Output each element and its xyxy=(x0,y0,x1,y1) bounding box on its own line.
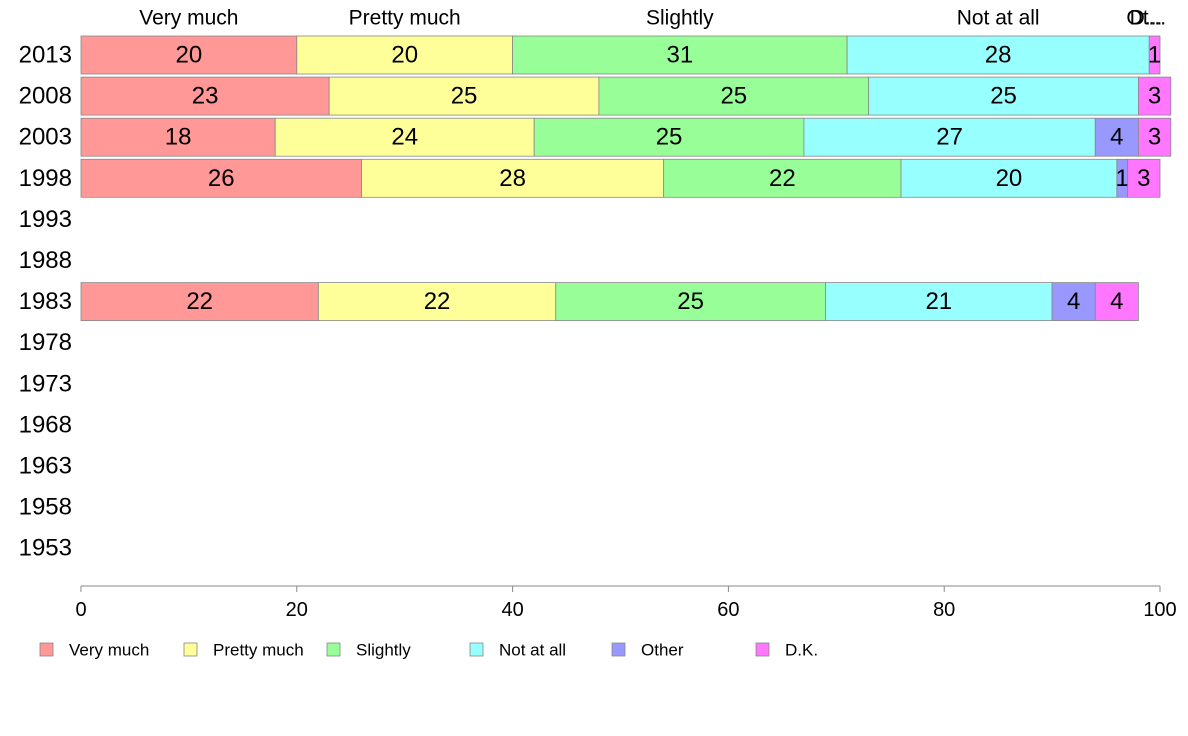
bar-2008-pretty-much xyxy=(328,76,600,116)
x-tick-label-80: 80 xyxy=(933,599,955,621)
year-label-1953: 1953 xyxy=(19,535,72,562)
top-category-labels: Very much Pretty much Slightly Not at all Ot… xyxy=(139,7,1166,30)
x-axis: 0 20 40 60 80 100 xyxy=(75,585,1177,621)
bar-label-2003-not-at-all: 27 xyxy=(936,124,963,151)
year-label-1973: 1973 xyxy=(19,370,72,397)
bar-1983-not-at-all xyxy=(825,282,1053,322)
bar-label-2003-pretty-much: 24 xyxy=(391,124,418,151)
bar-label-2008-not-at-all: 25 xyxy=(990,83,1017,110)
bar-label-2003-slightly: 25 xyxy=(656,124,683,151)
bar-label-1983-other: 4 xyxy=(1067,288,1080,315)
bar-label-2008-d-k: 3 xyxy=(1148,83,1161,110)
bar-1998-not-at-all xyxy=(900,158,1118,198)
year-label-1988: 1988 xyxy=(19,247,72,274)
bar-1983-d-k xyxy=(1094,282,1139,322)
legend-swatch-very-much xyxy=(39,642,54,657)
top-label-other: Ot... xyxy=(1126,7,1166,30)
legend: Very much Pretty much Slightly Not at all Ot… xyxy=(39,641,818,660)
top-label-d-k: D... xyxy=(1130,7,1163,30)
bar-1983-pretty-much xyxy=(317,282,557,322)
bar-label-2013-very-much: 20 xyxy=(176,42,203,69)
bar-label-2013-not-at-all: 28 xyxy=(985,42,1012,69)
legend-label-d-k: D.K. xyxy=(785,641,818,660)
year-label-2003: 2003 xyxy=(19,124,72,151)
x-tick-label-60: 60 xyxy=(717,599,739,621)
legend-label-pretty-much: Pretty much xyxy=(213,641,304,660)
legend-swatch-d-k xyxy=(755,642,770,657)
top-label-pretty-much: Pretty much xyxy=(349,7,461,30)
x-tick-label-40: 40 xyxy=(501,599,523,621)
legend-label-not-at-all: Not at all xyxy=(499,641,566,660)
bar-2013-not-at-all xyxy=(846,35,1150,75)
year-label-2008: 2008 xyxy=(19,83,72,110)
bar-label-1983-pretty-much: 22 xyxy=(424,288,451,315)
bar-2003-very-much xyxy=(80,117,276,157)
bar-label-1998-slightly: 22 xyxy=(769,165,796,192)
bar-2003-pretty-much xyxy=(274,117,535,157)
bar-2008-d-k xyxy=(1138,76,1172,116)
bar-label-2008-very-much: 23 xyxy=(192,83,219,110)
year-label-1998: 1998 xyxy=(19,165,72,192)
bar-label-2013-pretty-much: 20 xyxy=(391,42,418,69)
year-label-1968: 1968 xyxy=(19,411,72,438)
bar-2003-d-k xyxy=(1138,117,1172,157)
bar-label-1983-slightly: 25 xyxy=(677,288,704,315)
bar-label-1983-not-at-all: 21 xyxy=(925,288,952,315)
bar-label-2003-other: 4 xyxy=(1110,124,1123,151)
x-tick-label-20: 20 xyxy=(286,599,308,621)
bar-1998-d-k xyxy=(1127,158,1161,198)
bar-1983-slightly xyxy=(555,282,826,322)
bar-1998-slightly xyxy=(663,158,902,198)
bar-2008-not-at-all xyxy=(868,76,1139,116)
bars-layer: 20 20 31 28 123 25 25 25 318 24 25 27 4 326 28 22 20 1 322… xyxy=(80,35,1172,322)
legend-swatch-slightly xyxy=(326,642,341,657)
legend-label-very-much: Very much xyxy=(69,641,149,660)
bar-label-2013-d-k: 1 xyxy=(1148,42,1161,69)
year-label-2013: 2013 xyxy=(19,42,72,69)
legend-swatch-not-at-all xyxy=(469,642,484,657)
year-label-1963: 1963 xyxy=(19,453,72,480)
bar-label-2008-pretty-much: 25 xyxy=(451,83,478,110)
x-tick-label-0: 0 xyxy=(75,599,86,621)
bar-label-1998-very-much: 26 xyxy=(208,165,235,192)
x-tick-label-100: 100 xyxy=(1143,599,1176,621)
bar-label-1998-not-at-all: 20 xyxy=(996,165,1023,192)
bar-2008-slightly xyxy=(598,76,870,116)
bar-label-1998-d-k: 3 xyxy=(1137,165,1150,192)
bar-2013-slightly xyxy=(512,35,848,75)
bar-2013-pretty-much xyxy=(296,35,513,75)
top-label-not-at-all: Not at all xyxy=(957,7,1040,30)
legend-label-slightly: Slightly xyxy=(356,641,411,660)
top-label-slightly: Slightly xyxy=(646,7,714,30)
year-label-1983: 1983 xyxy=(19,288,72,315)
bar-2003-not-at-all xyxy=(803,117,1096,157)
bar-label-2008-slightly: 25 xyxy=(720,83,747,110)
legend-swatch-pretty-much xyxy=(183,642,198,657)
year-label-1978: 1978 xyxy=(19,329,72,356)
bar-2013-very-much xyxy=(80,35,298,75)
bar-label-1983-d-k: 4 xyxy=(1110,288,1123,315)
bar-2003-other xyxy=(1094,117,1139,157)
bar-label-2003-very-much: 18 xyxy=(165,124,192,151)
bar-2003-slightly xyxy=(533,117,805,157)
bar-label-1983-very-much: 22 xyxy=(186,288,213,315)
bar-label-2013-slightly: 31 xyxy=(666,42,693,69)
year-labels: 2013 2008 2003 1998 1993 1988 1983 1978 1973 1968… xyxy=(19,42,72,562)
top-label-very-much: Very much xyxy=(139,7,238,30)
legend-swatch-other xyxy=(611,642,626,657)
bar-2008-very-much xyxy=(80,76,330,116)
year-label-1958: 1958 xyxy=(19,494,72,521)
year-label-1993: 1993 xyxy=(19,206,72,233)
bar-label-1998-pretty-much: 28 xyxy=(499,165,526,192)
bar-label-1998-other: 1 xyxy=(1116,165,1129,192)
legend-label-other: Other xyxy=(641,641,684,660)
bar-2013-d-k xyxy=(1148,35,1161,75)
bar-label-2003-d-k: 3 xyxy=(1148,124,1161,151)
